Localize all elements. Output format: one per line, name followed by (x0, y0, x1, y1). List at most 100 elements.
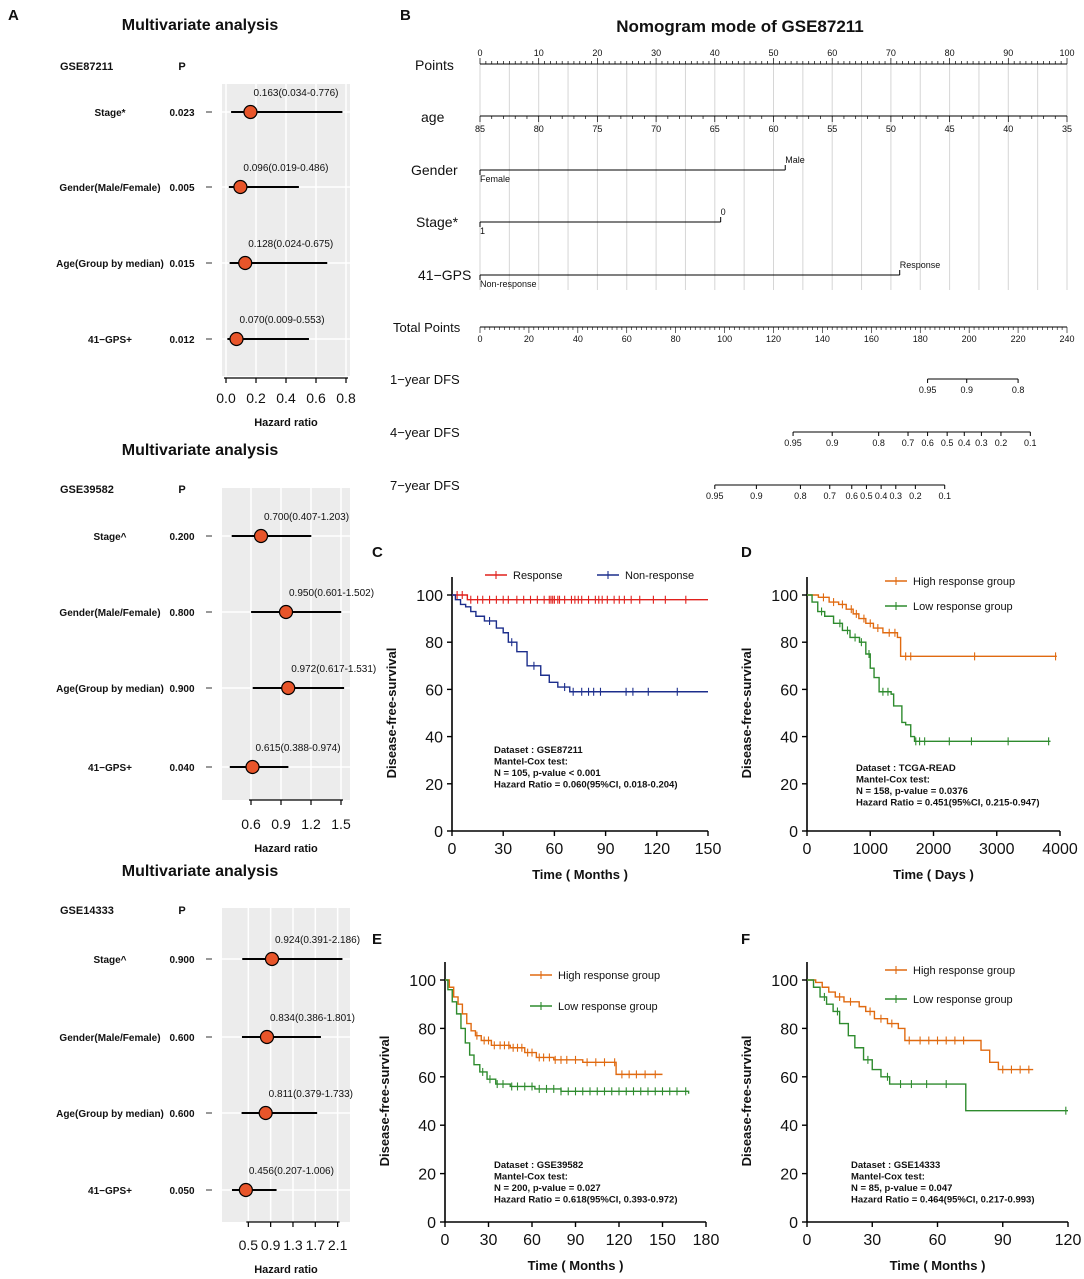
km-x-tick-label: 60 (523, 1232, 541, 1249)
nomogram-row-label: Gender (411, 162, 458, 178)
points-tick-label: 90 (1003, 48, 1013, 58)
outcome-tick-label: 0.9 (750, 491, 763, 501)
km-y-label: Disease-free-survival (377, 1036, 392, 1167)
km-y-tick-label: 100 (409, 973, 436, 990)
forest-dataset-label: GSE14333 (60, 905, 114, 917)
forest-x-tick-label: 0.6 (241, 816, 261, 832)
outcome-tick-label: 0.1 (1024, 438, 1037, 448)
nomogram-row-label: 7−year DFS (390, 478, 460, 493)
total-points-tick-label: 60 (622, 334, 632, 344)
forest-row-label: Stage^ (93, 955, 126, 966)
forest-x-label: Hazard ratio (254, 417, 318, 429)
total-points-tick-label: 240 (1059, 334, 1074, 344)
km-x-tick-label: 1000 (852, 841, 888, 858)
km-legend-label: Non-response (625, 570, 694, 582)
forest-dataset-label: GSE39582 (60, 484, 114, 496)
km-curve-non-response (452, 594, 708, 693)
age-tick-label: 45 (945, 124, 955, 134)
km-y-tick-label: 0 (434, 824, 443, 841)
nomogram-row-label: Stage* (416, 214, 459, 230)
forest-p-header: P (178, 61, 185, 73)
total-points-tick-label: 120 (766, 334, 781, 344)
outcome-tick-label: 0.8 (1012, 385, 1025, 395)
forest-x-tick-label: 1.3 (283, 1237, 303, 1253)
forest-row-label: Gender(Male/Female) (59, 1033, 160, 1044)
panel-label-c: C (372, 544, 383, 561)
total-points-tick-label: 180 (913, 334, 928, 344)
km-y-tick-label: 0 (789, 1215, 798, 1232)
km-y-label: Disease-free-survival (739, 1036, 754, 1167)
forest-row-label: Age(Group by median) (56, 684, 164, 695)
km-curve-high-response-group (445, 979, 663, 1076)
km-legend-label: Low response group (913, 601, 1013, 613)
km-x-tick-label: 4000 (1042, 841, 1078, 858)
forest-p-value: 0.600 (169, 1033, 194, 1044)
forest-plot-gse87211: A Multivariate analysis GSE87211 P Stage* 0.0… (8, 7, 356, 429)
km-x-tick-label: 120 (1055, 1232, 1082, 1249)
forest-hr-point (238, 255, 253, 271)
nomogram-row-label: 41−GPS (418, 267, 471, 283)
km-x-tick-label: 60 (546, 841, 564, 858)
km-legend-label: Low response group (913, 994, 1013, 1006)
km-y-tick-label: 0 (789, 824, 798, 841)
km-annotation-line: Hazard Ratio = 0.618(95%CI, 0.393-0.972) (494, 1195, 678, 1206)
forest-title: Multivariate analysis (122, 17, 279, 34)
forest-p-value: 0.900 (169, 955, 194, 966)
km-annotation-line: N = 200, p-value = 0.027 (494, 1183, 601, 1194)
forest-p-header: P (178, 905, 185, 917)
km-legend-label: High response group (913, 965, 1015, 977)
panel-label-f: F (741, 931, 750, 948)
km-y-tick-label: 60 (418, 1070, 436, 1087)
km-x-tick-label: 3000 (979, 841, 1015, 858)
forest-hr-point (281, 680, 296, 696)
age-tick-label: 55 (827, 124, 837, 134)
km-y-tick-label: 20 (425, 777, 443, 794)
nomogram-row-label: 4−year DFS (390, 425, 460, 440)
outcome-tick-label: 0.4 (958, 438, 971, 448)
age-tick-label: 50 (886, 124, 896, 134)
forest-x-tick-label: 0.9 (271, 816, 291, 832)
forest-x-tick-label: 0.4 (276, 390, 296, 406)
panel-label-b: B (400, 7, 411, 24)
forest-x-tick-label: 0.8 (336, 390, 356, 406)
age-tick-label: 70 (651, 124, 661, 134)
outcome-tick-label: 0.95 (784, 438, 802, 448)
nomogram-row-label: Total Points (393, 320, 461, 335)
outcome-tick-label: 0.8 (872, 438, 885, 448)
forest-hr-point (264, 951, 280, 967)
forest-hr-text: 0.096(0.019-0.486) (243, 163, 328, 174)
km-x-tick-label: 60 (929, 1232, 947, 1249)
km-y-tick-label: 80 (780, 1021, 798, 1038)
forest-hr-point (278, 604, 294, 620)
total-points-tick-label: 20 (524, 334, 534, 344)
outcome-tick-label: 0.9 (826, 438, 839, 448)
km-plot-e: E 0 20 40 60 80 100 0 30 60 90 120 150 180 Time ( Mont… (372, 931, 719, 1273)
km-annotation-line: N = 85, p-value = 0.047 (851, 1183, 952, 1194)
outcome-tick-label: 0.95 (919, 385, 937, 395)
outcome-tick-label: 0.3 (890, 491, 903, 501)
points-tick-label: 80 (945, 48, 955, 58)
km-annotation-line: Mantel-Cox test: (856, 775, 930, 786)
km-plot-f: F 0 20 40 60 80 100 0 30 60 90 120 Time ( Months ) Di… (739, 931, 1081, 1273)
forest-row-label: 41−GPS+ (88, 763, 132, 774)
km-curve-response (452, 594, 708, 601)
categorical-level-label: Non-response (480, 279, 537, 289)
forest-hr-text: 0.811(0.379-1.733) (269, 1089, 353, 1100)
points-tick-label: 100 (1059, 48, 1074, 58)
km-y-tick-label: 60 (780, 682, 798, 699)
km-x-tick-label: 120 (643, 841, 670, 858)
outcome-tick-label: 0.8 (794, 491, 807, 501)
km-annotation-line: N = 158, p-value = 0.0376 (856, 786, 968, 797)
forest-hr-point (253, 528, 269, 544)
forest-x-tick-label: 0.5 (239, 1237, 259, 1253)
km-y-tick-label: 0 (427, 1215, 436, 1232)
forest-p-value: 0.800 (169, 608, 194, 619)
km-y-tick-label: 20 (780, 1167, 798, 1184)
forest-row-label: Age(Group by median) (56, 259, 164, 270)
forest-row-label: Stage* (94, 108, 125, 119)
km-x-tick-label: 90 (567, 1232, 585, 1249)
km-annotation-line: Mantel-Cox test: (851, 1172, 925, 1183)
km-y-tick-label: 40 (418, 1118, 436, 1135)
km-curve-high-response-group (807, 594, 1057, 658)
